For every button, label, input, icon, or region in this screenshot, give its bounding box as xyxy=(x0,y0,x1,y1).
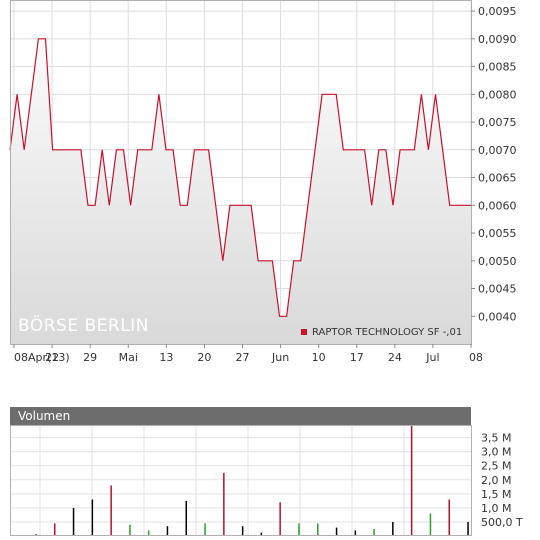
volume-bar xyxy=(241,526,244,536)
volume-bar xyxy=(429,513,432,536)
volume-bar xyxy=(298,523,300,536)
volume-bar xyxy=(110,485,112,536)
price-y-axis: 0,0095 0,0090 0,0085 0,0080 0,0075 0,0070 0,00… xyxy=(471,5,517,323)
price-x-tick-label: 27 xyxy=(236,351,250,364)
volume-bar xyxy=(260,532,263,536)
volume-bar xyxy=(166,526,169,536)
volume-bar xyxy=(467,521,469,536)
price-area-fill xyxy=(10,38,471,345)
price-x-tick-label: 22 xyxy=(45,351,59,364)
price-y-tick-label: 0,0095 xyxy=(478,5,517,18)
legend-swatch xyxy=(301,329,307,335)
volume-bar xyxy=(392,521,394,536)
price-y-tick-label: 0,0050 xyxy=(478,255,517,268)
price-x-tick-label: 08 xyxy=(469,351,483,364)
volume-y-tick-label: 2,5 M xyxy=(481,460,511,473)
volume-bar xyxy=(317,523,319,536)
price-y-tick-label: 0,0040 xyxy=(478,310,517,323)
volume-bar xyxy=(223,472,225,536)
price-y-tick-label: 0,0080 xyxy=(478,88,517,101)
volume-y-tick-label: 3,5 M xyxy=(481,432,511,445)
volume-y-tick-label: 2,0 M xyxy=(481,474,511,487)
volume-plot-border xyxy=(10,425,472,536)
price-y-tick-label: 0,0085 xyxy=(478,61,517,74)
legend: RAPTOR TECHNOLOGY SF -,01 xyxy=(301,327,462,338)
watermark: BÖRSE BERLIN xyxy=(18,314,149,336)
price-x-tick-label: 24 xyxy=(388,351,402,364)
volume-grid xyxy=(10,425,471,536)
price-x-tick-label: 08Apr(13) xyxy=(14,351,70,364)
volume-title-bar xyxy=(10,407,471,425)
volume-bar xyxy=(147,530,150,536)
price-x-tick-label: Jun xyxy=(271,351,289,364)
price-x-tick-label: 20 xyxy=(197,351,211,364)
volume-bar xyxy=(204,523,206,536)
volume-y-tick-label: 3,0 M xyxy=(481,446,511,459)
price-x-tick-label: Jul xyxy=(425,351,439,364)
price-plot-border xyxy=(10,0,472,345)
volume-bars xyxy=(35,425,469,536)
volume-bar xyxy=(373,529,375,536)
volume-bar xyxy=(448,499,450,536)
price-x-tick-label: 13 xyxy=(159,351,173,364)
price-y-tick-label: 0,0090 xyxy=(478,33,517,46)
volume-bar xyxy=(54,523,56,536)
volume-y-tick-label: 1,0 M xyxy=(481,502,511,515)
volume-y-tick-label: 500,0 T xyxy=(481,516,523,529)
price-y-tick-label: 0,0065 xyxy=(478,172,517,185)
price-x-tick-label: 10 xyxy=(312,351,326,364)
price-x-tick-label: 29 xyxy=(83,351,97,364)
price-y-tick-label: 0,0045 xyxy=(478,283,517,296)
volume-plot-background xyxy=(10,425,471,536)
price-y-tick-label: 0,0070 xyxy=(478,144,517,157)
price-x-tick-label: Mai xyxy=(119,351,138,364)
volume-bar xyxy=(335,527,338,536)
price-x-tick-label: 17 xyxy=(350,351,364,364)
volume-bar xyxy=(410,425,413,536)
volume-bar xyxy=(91,499,94,536)
price-y-tick-label: 0,0055 xyxy=(478,227,517,240)
price-line xyxy=(9,38,471,317)
volume-bar xyxy=(279,502,281,536)
price-y-tick-label: 0,0075 xyxy=(478,116,517,129)
volume-bar xyxy=(354,530,357,536)
price-x-axis: 08Apr(13)22 29 Mai 13 20 27 Jun 10 17 24 Jul 08 xyxy=(13,344,483,364)
volume-bar xyxy=(129,524,131,536)
volume-bar xyxy=(185,500,187,536)
price-y-tick-label: 0,0060 xyxy=(478,199,517,212)
legend-label: RAPTOR TECHNOLOGY SF -,01 xyxy=(312,327,462,338)
volume-bar xyxy=(72,507,75,536)
volume-y-tick-label: 1,5 M xyxy=(481,488,511,501)
volume-title: Volumen xyxy=(18,409,70,423)
